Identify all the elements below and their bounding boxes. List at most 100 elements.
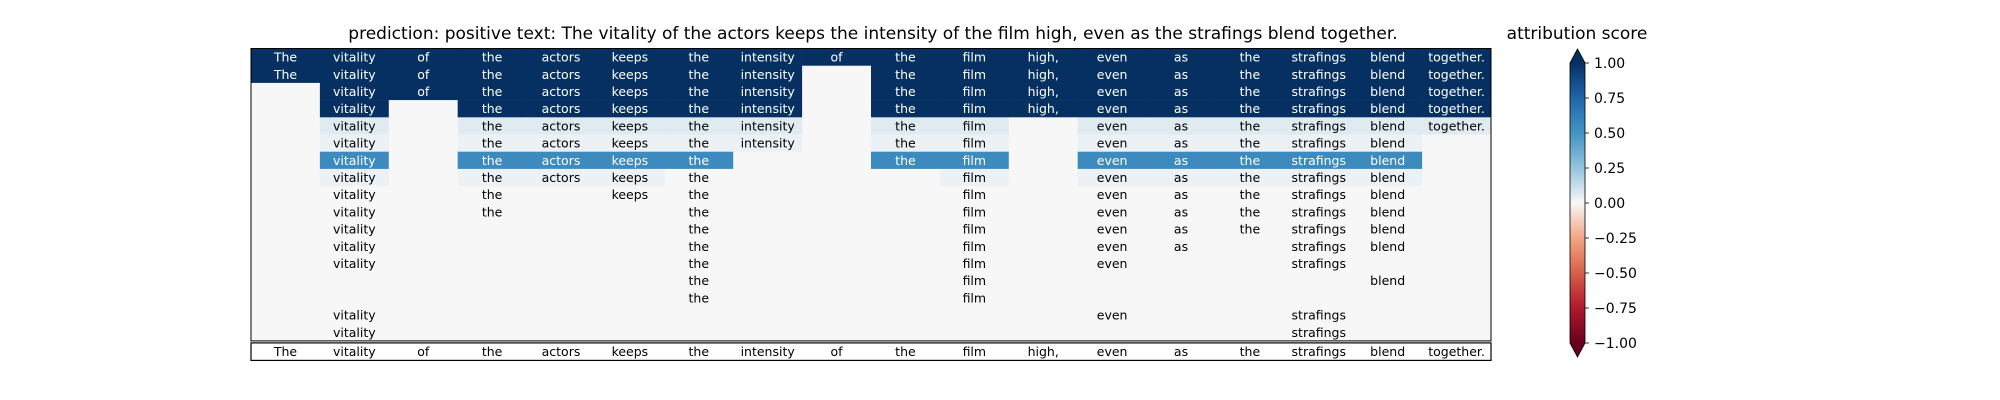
colorbar-label: attribution score <box>1507 24 1648 44</box>
input-token: keeps <box>612 344 649 359</box>
heatmap-cell <box>733 237 803 256</box>
heatmap-cell <box>802 272 872 290</box>
colorbar-tick-label: −0.25 <box>1594 231 1637 247</box>
colorbar-tick-label: −0.50 <box>1594 266 1637 282</box>
heatmap-cell-label: vitality <box>333 67 376 82</box>
heatmap-cell-label: film <box>963 67 987 82</box>
heatmap-cell <box>1422 100 1492 118</box>
heatmap-cell <box>1353 237 1423 256</box>
heatmap-cell-label: film <box>963 290 987 305</box>
heatmap-cell <box>1215 48 1285 66</box>
colorbar: 1.00 0.75 0.50 0.25 0.00 −0.25 −0.50 −0.75 −1.00 <box>1569 48 1637 358</box>
heatmap-cell <box>526 82 596 101</box>
heatmap-cell <box>939 237 1010 256</box>
heatmap-cell <box>1077 289 1147 307</box>
heatmap-cell <box>871 254 941 273</box>
heatmap-cell-label: vitality <box>333 239 376 254</box>
heatmap-cell-label: the <box>895 67 916 82</box>
heatmap-cell <box>939 168 1010 187</box>
heatmap-cell-label: together. <box>1428 101 1485 116</box>
heatmap-cell <box>595 203 665 221</box>
heatmap-cell <box>595 272 665 290</box>
heatmap-cell <box>595 323 665 342</box>
heatmap-cell-label: the <box>689 256 710 271</box>
heatmap-cell-label: high, <box>1028 50 1059 65</box>
heatmap-cell-label: blend <box>1370 187 1405 202</box>
heatmap-cell-label: the <box>689 136 710 151</box>
heatmap-cell <box>319 272 390 290</box>
heatmap-cell <box>1353 168 1423 187</box>
heatmap-cell <box>1215 168 1285 187</box>
heatmap-cell <box>1284 272 1354 290</box>
heatmap-cell-label: the <box>689 50 710 65</box>
heatmap-cell <box>457 203 527 221</box>
heatmap-cell <box>1146 203 1216 221</box>
heatmap-cell <box>1422 289 1492 307</box>
heatmap-cell <box>457 272 527 290</box>
heatmap-cell <box>664 289 734 307</box>
heatmap-cell <box>1146 168 1216 187</box>
heatmap-cell <box>595 82 665 101</box>
heatmap-cell-label: the <box>482 101 503 116</box>
heatmap-cell <box>871 323 941 342</box>
input-token: the <box>482 344 503 359</box>
input-token: strafings <box>1292 344 1346 359</box>
heatmap-cell-label: film <box>963 50 987 65</box>
heatmap-cell <box>1215 65 1285 84</box>
heatmap-cell <box>251 168 321 187</box>
heatmap-cell-label: strafings <box>1292 170 1346 185</box>
heatmap-cell <box>1215 82 1285 101</box>
heatmap-cell <box>664 151 734 170</box>
heatmap-cell <box>526 272 596 290</box>
heatmap-cell <box>1284 306 1354 324</box>
heatmap-cell <box>871 65 941 84</box>
heatmap-cell <box>457 168 527 187</box>
heatmap-cell <box>1422 254 1492 273</box>
heatmap-cell <box>251 82 321 101</box>
heatmap-cell <box>595 306 665 324</box>
chart-title: prediction: positive text: The vitality … <box>348 24 1397 44</box>
input-token: the <box>1240 344 1261 359</box>
heatmap-cell <box>1353 254 1423 273</box>
heatmap-cell <box>526 289 596 307</box>
heatmap-cell <box>1284 220 1354 238</box>
heatmap-cell-label: the <box>689 290 710 305</box>
heatmap-cell <box>388 82 458 101</box>
heatmap-cell <box>1215 254 1285 273</box>
heatmap-cell-label: the <box>895 118 916 133</box>
heatmap-cell <box>802 134 872 152</box>
heatmap-cell <box>388 272 458 290</box>
heatmap-cell <box>1146 82 1216 101</box>
heatmap-cell <box>1422 65 1492 84</box>
heatmap-cell <box>1215 117 1285 135</box>
heatmap-cell <box>733 100 803 118</box>
heatmap-cell <box>526 237 596 256</box>
heatmap-cell-label: vitality <box>333 222 376 237</box>
heatmap-cell-label: the <box>1240 204 1261 219</box>
heatmap-cell <box>457 306 527 324</box>
heatmap-cell-label: keeps <box>612 153 649 168</box>
heatmap-cell <box>1008 306 1078 324</box>
heatmap-cell <box>939 306 1010 324</box>
heatmap-cell <box>251 306 321 324</box>
heatmap-cell <box>1353 100 1423 118</box>
heatmap-cell-label: keeps <box>612 136 649 151</box>
heatmap-cell <box>1353 151 1423 170</box>
heatmap-cell <box>1353 65 1423 84</box>
heatmap-cell-label: the <box>689 222 710 237</box>
heatmap-cell <box>319 254 390 273</box>
heatmap-cell <box>1422 203 1492 221</box>
heatmap-cell-label: the <box>895 50 916 65</box>
heatmap-cell <box>939 203 1010 221</box>
heatmap-cell <box>319 100 390 118</box>
heatmap-cell-label: even <box>1097 50 1128 65</box>
heatmap: The vitality of the actors keeps the intensity o… <box>250 48 1492 342</box>
heatmap-cell <box>802 203 872 221</box>
heatmap-cell <box>1008 48 1078 66</box>
heatmap-cell <box>733 323 803 342</box>
heatmap-cell <box>802 48 872 66</box>
heatmap-cell-label: even <box>1097 204 1128 219</box>
heatmap-cell-label: film <box>963 204 987 219</box>
heatmap-cell <box>1353 289 1423 307</box>
heatmap-cell <box>1077 134 1147 152</box>
